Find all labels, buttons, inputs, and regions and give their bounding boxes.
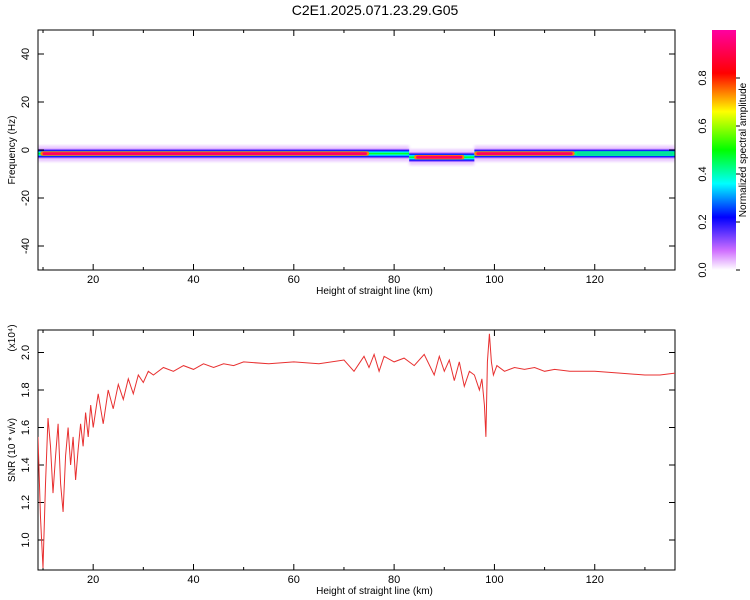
heatmap-area xyxy=(38,145,675,166)
y-tick-label: 1.0 xyxy=(20,532,32,547)
y-tick-label: 20 xyxy=(20,96,32,108)
colorbar: Normalized spectral amplitude 0.0 0.2 0.4 0… xyxy=(697,30,749,278)
plot-frame xyxy=(37,329,676,571)
peak-core xyxy=(576,152,673,155)
colorbar-label: Normalized spectral amplitude xyxy=(738,82,749,217)
y-axis-label: Frequency (Hz) xyxy=(7,116,18,185)
x-tick-label: 40 xyxy=(187,574,199,586)
peak-core xyxy=(416,155,463,159)
y-tick-label: 1.4 xyxy=(20,457,32,472)
chart-title: C2E1.2025.071.23.29.G05 xyxy=(291,2,459,18)
colorbar-bar xyxy=(712,30,736,270)
y-tick-label: 0 xyxy=(20,147,32,153)
y-tick-label: 1.2 xyxy=(20,495,32,510)
x-tick-label: 100 xyxy=(485,574,503,586)
peak-core xyxy=(42,152,368,155)
y-tick-label: 1.8 xyxy=(20,382,32,397)
x-tick-label: 20 xyxy=(87,574,99,586)
y-tick-label: -40 xyxy=(20,238,32,254)
snr-series-line xyxy=(38,333,675,569)
x-tick-label: 20 xyxy=(87,274,99,286)
y-scale-label: (x10⁴) xyxy=(7,324,18,351)
x-tick-label: 80 xyxy=(388,574,400,586)
plot-frame xyxy=(37,29,676,271)
x-tick-label: 60 xyxy=(288,574,300,586)
x-tick-label: 80 xyxy=(388,274,400,286)
spectrogram-panel: 20 40 60 80 100 120 -40 -20 0 20 40 Height of strai… xyxy=(7,29,676,297)
line-area xyxy=(38,333,675,569)
colorbar-tick-label: 0.0 xyxy=(697,262,709,277)
snr-panel: 20 40 60 80 100 120 1.0 1.2 1.4 1.6 1.8 2.0 Height o… xyxy=(7,324,676,597)
x-axis-label: Height of straight line (km) xyxy=(316,586,433,597)
colorbar-tick-label: 0.2 xyxy=(697,214,709,229)
y-tick-label: -20 xyxy=(20,190,32,206)
colorbar-tick-label: 0.6 xyxy=(697,118,709,133)
x-tick-label: 60 xyxy=(288,274,300,286)
x-tick-label: 40 xyxy=(187,274,199,286)
x-tick-label: 120 xyxy=(586,274,604,286)
y-tick-label: 40 xyxy=(20,48,32,60)
colorbar-tick-label: 0.4 xyxy=(697,166,709,181)
colorbar-tick-label: 0.8 xyxy=(697,70,709,85)
peak-core xyxy=(476,152,573,155)
x-tick-label: 120 xyxy=(586,574,604,586)
y-axis-label: SNR (10 * v/v) xyxy=(7,418,18,482)
y-tick-label: 2.0 xyxy=(20,345,32,360)
x-axis-label: Height of straight line (km) xyxy=(316,286,433,297)
x-tick-label: 100 xyxy=(485,274,503,286)
y-tick-label: 1.6 xyxy=(20,420,32,435)
